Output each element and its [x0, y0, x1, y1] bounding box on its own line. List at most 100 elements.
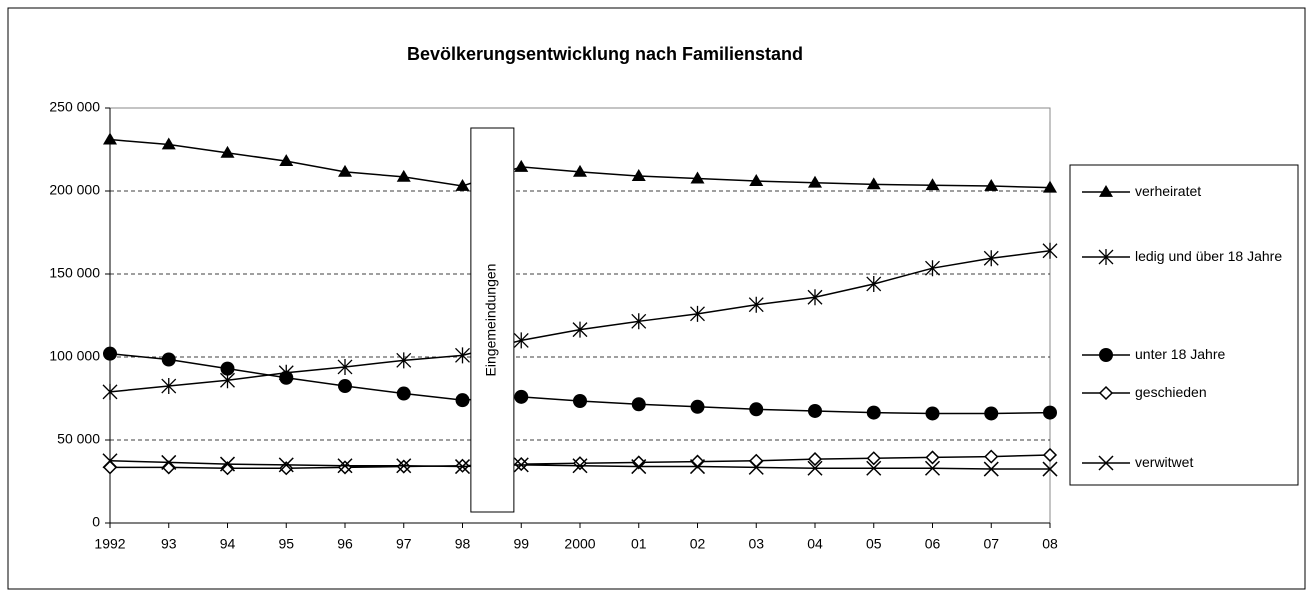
- x-tick-label: 93: [161, 536, 177, 552]
- marker: [631, 459, 647, 475]
- marker: [749, 174, 764, 186]
- marker: [808, 403, 822, 418]
- legend-box: [1069, 164, 1299, 486]
- x-tick-label: 2000: [564, 536, 595, 552]
- legend-label-box: ledig und über 18 Jahre: [1135, 248, 1283, 264]
- marker: [454, 459, 471, 475]
- marker: [1098, 385, 1114, 401]
- marker: [807, 460, 823, 476]
- marker: [866, 405, 881, 420]
- marker: [1042, 242, 1058, 259]
- annotation: Eingemeindungen: [483, 264, 499, 377]
- marker: [924, 460, 941, 476]
- marker: [1099, 185, 1113, 197]
- marker: [513, 457, 529, 473]
- legend-label: ledig und über 18 Jahre: [1135, 248, 1283, 264]
- marker: [396, 169, 411, 182]
- marker: [807, 452, 823, 467]
- marker: [631, 455, 646, 470]
- marker: [808, 175, 822, 188]
- marker: [1043, 405, 1057, 420]
- marker: [572, 321, 588, 338]
- marker: [513, 332, 529, 349]
- marker: [161, 454, 177, 470]
- x-tick-label: 02: [690, 536, 706, 552]
- x-tick-label: 01: [631, 536, 647, 552]
- y-tick-label: 0: [92, 514, 100, 530]
- marker: [219, 456, 236, 472]
- marker: [278, 457, 294, 473]
- marker: [807, 289, 823, 306]
- x-tick-label: 95: [278, 536, 294, 552]
- y-tick-label: 250 000: [49, 99, 100, 115]
- marker: [866, 275, 882, 292]
- y-tick-label: 200 000: [49, 182, 100, 198]
- marker: [631, 397, 646, 412]
- marker: [1098, 249, 1114, 265]
- x-tick-label: 06: [925, 536, 941, 552]
- marker: [573, 393, 587, 408]
- marker: [1042, 461, 1058, 477]
- marker: [572, 458, 588, 474]
- x-tick-label: 97: [396, 536, 412, 552]
- marker: [749, 402, 764, 417]
- marker: [573, 164, 587, 177]
- marker: [1043, 180, 1057, 193]
- marker: [161, 378, 177, 395]
- legend-label-box: verwitwet: [1135, 454, 1193, 470]
- legend-label: verheiratet: [1135, 183, 1202, 199]
- marker: [279, 370, 294, 385]
- plot-border: [110, 107, 1051, 523]
- marker: [689, 459, 706, 475]
- marker: [338, 379, 352, 394]
- legend-label-box: verheiratet: [1135, 183, 1202, 199]
- y-tick-label: 100 000: [49, 348, 100, 364]
- x-tick-label: 08: [1042, 536, 1058, 552]
- marker: [1098, 455, 1114, 471]
- legend-label: unter 18 Jahre: [1135, 346, 1226, 362]
- marker: [983, 461, 999, 477]
- marker: [631, 313, 647, 330]
- x-tick-label: 03: [748, 536, 764, 552]
- marker: [925, 406, 940, 421]
- marker: [455, 179, 470, 191]
- marker: [631, 169, 646, 181]
- marker: [514, 389, 529, 404]
- x-tick-label: 96: [337, 536, 353, 552]
- marker: [866, 451, 881, 466]
- legend-label-box: geschieden: [1135, 384, 1207, 400]
- marker: [338, 164, 352, 177]
- marker: [866, 177, 881, 190]
- marker: [690, 305, 705, 322]
- marker: [866, 460, 882, 476]
- y-tick-label: 150 000: [49, 265, 100, 281]
- x-tick-label: 94: [220, 536, 236, 552]
- marker: [103, 132, 117, 145]
- legend-label: geschieden: [1135, 384, 1207, 400]
- marker: [984, 406, 999, 421]
- marker: [925, 450, 940, 465]
- marker: [337, 358, 353, 375]
- marker: [984, 449, 999, 464]
- marker: [690, 399, 705, 414]
- marker: [925, 178, 940, 191]
- marker: [984, 179, 999, 191]
- marker: [279, 154, 294, 167]
- marker: [748, 296, 764, 313]
- x-tick-label: 05: [866, 536, 882, 552]
- x-tick-label: 07: [983, 536, 999, 552]
- annotation-box: [470, 127, 515, 513]
- marker: [337, 458, 353, 474]
- marker: [455, 393, 470, 408]
- marker: [925, 260, 940, 277]
- marker: [1042, 447, 1058, 463]
- chart-title: Bevölkerungsentwicklung nach Familiensta…: [407, 44, 803, 64]
- marker: [396, 386, 411, 401]
- marker: [748, 459, 764, 475]
- marker: [396, 458, 412, 474]
- x-tick-label: 1992: [94, 536, 125, 552]
- marker: [220, 361, 235, 376]
- marker: [102, 453, 118, 469]
- marker: [983, 250, 999, 267]
- legend-label-box: unter 18 Jahre: [1135, 346, 1226, 362]
